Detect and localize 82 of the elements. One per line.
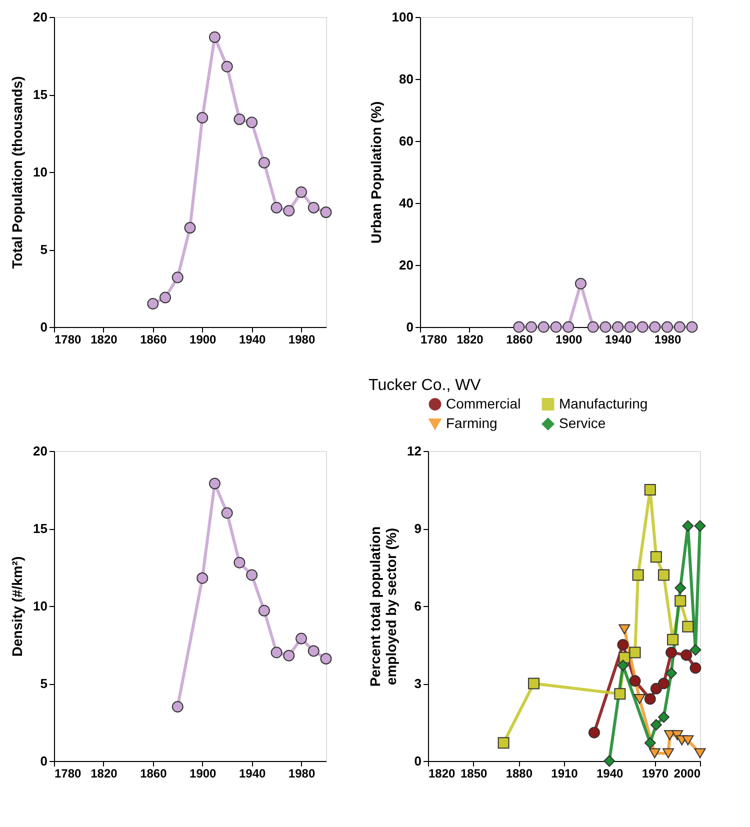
x-tick-label: 1820 (428, 766, 456, 780)
y-tick-label: 0 (406, 320, 414, 334)
x-tick-label: 1940 (238, 332, 266, 346)
point (208, 31, 220, 43)
point (258, 604, 270, 616)
y-tick-label: 0 (40, 320, 48, 334)
point (270, 646, 282, 658)
point (296, 632, 308, 644)
x-tick-label: 1900 (190, 332, 217, 346)
x-tick-label: 1780 (54, 766, 82, 780)
y-tick-label: 15 (33, 521, 48, 536)
y-tick-label: 3 (414, 676, 422, 691)
x-tick-label: 1900 (556, 332, 583, 346)
y-tick-label: 10 (33, 598, 48, 614)
x-tick-label: 1780 (54, 332, 82, 346)
point (160, 292, 172, 304)
point (184, 222, 196, 234)
x-tick-label: 1910 (551, 766, 578, 780)
point (172, 272, 184, 284)
y-tick-label: 5 (40, 676, 48, 691)
y-tick-label: 40 (399, 196, 414, 210)
x-tick-label: 1880 (506, 766, 533, 780)
x-tick-label: 1940 (596, 766, 624, 780)
x-tick-label: 1820 (90, 332, 118, 346)
x-tick-label: 1850 (460, 766, 488, 780)
point (246, 116, 258, 128)
y-tick-label: 80 (399, 72, 414, 86)
point (196, 572, 208, 584)
point (147, 298, 159, 310)
legend-label: Service (559, 415, 606, 431)
point (246, 569, 258, 581)
point (270, 202, 282, 214)
y-axis-title: Density (#/km²) (9, 556, 26, 657)
x-tick-label: 1820 (90, 766, 118, 780)
y-tick-label: 15 (33, 87, 48, 102)
chart-title: Tucker Co., WV (368, 377, 482, 394)
point (234, 114, 246, 126)
x-tick-label: 1860 (140, 766, 168, 780)
point (296, 186, 308, 198)
legend-label: Manufacturing (559, 395, 648, 412)
x-tick-label: 1940 (604, 332, 632, 346)
y-axis-title: Total Population (thousands) (9, 76, 26, 269)
legend-label: Farming (446, 415, 498, 431)
y-tick-label: 0 (40, 754, 48, 768)
y-tick-label: 9 (414, 521, 422, 536)
point (234, 556, 246, 568)
y-tick-label: 5 (40, 242, 48, 257)
x-tick-label: 1860 (506, 332, 534, 346)
x-tick-label: 1900 (190, 766, 217, 780)
y-tick-label: 6 (414, 598, 422, 614)
x-tick-label: 2000 (674, 766, 701, 780)
y-tick-label: 20 (33, 444, 48, 458)
y-axis-title: Urban Population (%) (368, 101, 384, 244)
x-tick-label: 1980 (654, 332, 682, 346)
point (283, 650, 295, 662)
point (172, 701, 184, 712)
point (308, 645, 320, 657)
x-tick-label: 1780 (420, 332, 448, 346)
legend-label: Commercial (446, 395, 521, 412)
x-tick-label: 1980 (288, 332, 316, 346)
y-tick-label: 0 (414, 754, 422, 768)
point (208, 478, 220, 490)
point (221, 60, 233, 72)
y-axis-title: Percent total population employed by sector (%) (367, 526, 400, 687)
y-tick-label: 20 (33, 10, 48, 24)
point (308, 202, 320, 214)
point (283, 205, 295, 216)
x-tick-label: 1860 (140, 332, 168, 346)
y-tick-label: 100 (392, 10, 414, 24)
point (221, 507, 233, 519)
y-tick-label: 12 (407, 444, 422, 458)
x-tick-label: 1970 (642, 766, 669, 780)
point (258, 156, 270, 168)
point (320, 206, 332, 218)
y-tick-label: 60 (399, 134, 414, 148)
x-tick-label: 1940 (238, 766, 266, 780)
y-tick-label: 10 (33, 164, 48, 180)
point (320, 652, 332, 664)
point (196, 112, 208, 124)
x-tick-label: 1820 (456, 332, 484, 346)
x-tick-label: 1980 (288, 766, 316, 780)
y-tick-label: 20 (399, 258, 414, 272)
